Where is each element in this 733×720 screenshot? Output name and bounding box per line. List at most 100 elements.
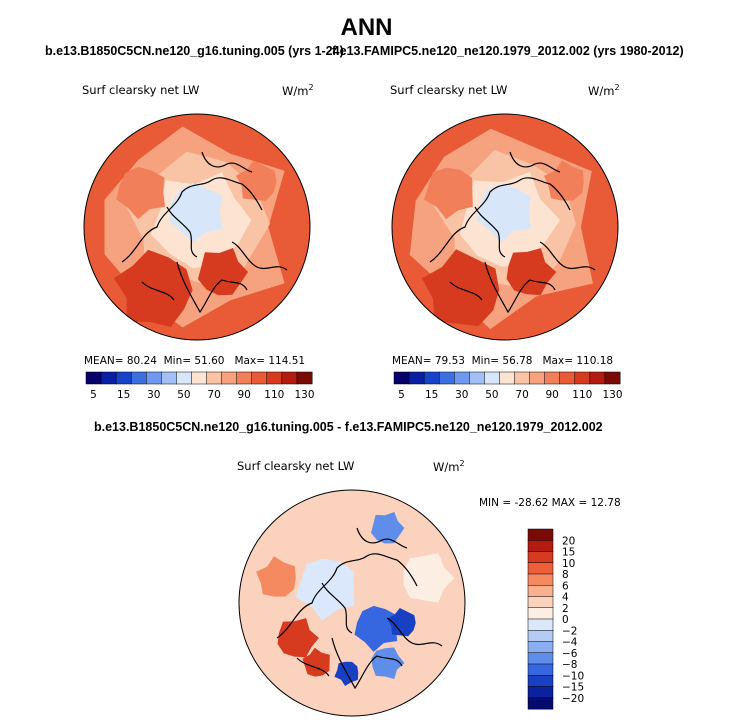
colorbar-swatch (100, 371, 117, 385)
map-contour-region (506, 248, 557, 296)
coastline (429, 177, 571, 263)
coastline (296, 657, 330, 677)
colorbar-tick-label: 130 (602, 389, 622, 401)
plot1-units-label: W/m2 (282, 83, 314, 98)
colorbar-tick-label: 50 (177, 389, 190, 401)
colorbar-tick-label: 90 (546, 389, 559, 401)
colorbar-tick-label: 15 (425, 389, 438, 401)
colorbar-tick-label: −2 (562, 625, 577, 637)
colorbar-swatch (527, 540, 554, 552)
colorbar-swatch (469, 371, 485, 385)
colorbar-swatch (527, 675, 554, 687)
colorbar-swatch (514, 371, 531, 385)
colorbar-tick-label: 5 (90, 389, 97, 401)
plot3-variable-label: Surf clearsky net LW (237, 459, 355, 473)
map-contour-region (424, 167, 473, 220)
colorbar-tick-label: 8 (562, 569, 569, 581)
coastline (356, 527, 408, 549)
map-contour-region (295, 558, 355, 621)
colorbar-swatch (527, 641, 554, 654)
colorbar-tick-label: 110 (264, 389, 284, 401)
map-boundary (238, 489, 466, 717)
colorbar-tick-label: 15 (117, 389, 130, 401)
map-contour-region (421, 249, 500, 327)
coastline (121, 177, 263, 263)
colorbar-tick-label: 4 (562, 592, 569, 604)
colorbar-swatch (438, 371, 455, 385)
plot1-polar-map (83, 113, 311, 341)
map-contour-region (371, 647, 405, 679)
colorbar-tick-label: 30 (147, 389, 160, 401)
colorbar-swatch (236, 371, 253, 385)
colorbar-tick-label: −10 (562, 670, 584, 682)
coastline (509, 151, 561, 173)
colorbar-tick-label: 2 (562, 603, 569, 615)
colorbar-swatch (559, 371, 576, 385)
colorbar-swatch (484, 371, 500, 385)
colorbar-swatch (130, 371, 147, 385)
colorbar-swatch (527, 596, 554, 609)
map-contour-region (371, 512, 405, 544)
colorbar-tick-label: 110 (572, 389, 592, 401)
plot3-minmax: MIN = -28.62 MAX = 12.78 (479, 497, 621, 509)
plot2-units-label: W/m2 (588, 83, 620, 98)
colorbar-swatch (527, 562, 554, 575)
plot3-title: b.e13.B1850C5CN.ne120_g16.tuning.005 - f… (94, 420, 603, 434)
plot3-polar-map (238, 489, 466, 717)
map-contour-region (387, 608, 416, 637)
colorbar-swatch (454, 371, 470, 385)
plot2-stats: MEAN= 79.53 Min= 56.78 Max= 110.18 (392, 355, 614, 367)
colorbar-tick-label: 20 (562, 535, 575, 547)
map-contour-region (403, 553, 455, 603)
colorbar-swatch (206, 371, 223, 385)
colorbar-swatch (527, 585, 554, 597)
coastline (166, 206, 198, 258)
colorbar-swatch (191, 371, 207, 385)
colorbar-swatch (527, 551, 554, 564)
colorbar-tick-label: 10 (562, 558, 575, 570)
colorbar-swatch (527, 573, 554, 586)
colorbar-swatch (115, 371, 132, 385)
map-contour-region (334, 661, 359, 686)
colorbar-tick-label: −8 (562, 659, 577, 671)
map-contour-region (544, 160, 584, 201)
plot2-title: f.e13.FAMIPC5.ne120_ne120.1979_2012.002 … (332, 44, 684, 58)
coastline (276, 553, 418, 639)
coastline (321, 582, 353, 634)
map-contour-region (116, 166, 166, 220)
colorbar-swatch (85, 371, 102, 385)
coastline (231, 241, 288, 271)
figure-title: ANN (340, 14, 393, 41)
colorbar-tick-label: 70 (207, 389, 220, 401)
colorbar-swatch (146, 371, 162, 385)
coastline (176, 261, 248, 314)
colorbar-tick-label: 15 (562, 547, 575, 559)
coastline (539, 241, 596, 271)
coastline (331, 637, 403, 690)
plot2-polar-map (391, 113, 619, 341)
coastline (449, 281, 483, 301)
colorbar-swatch (408, 371, 425, 385)
colorbar-swatch (266, 371, 283, 385)
colorbar-tick-label: 90 (238, 389, 251, 401)
map-contour-region (256, 556, 296, 597)
colorbar-swatch (527, 686, 554, 699)
plot1-variable-label: Surf clearsky net LW (82, 83, 200, 97)
plot3-units-label: W/m2 (433, 459, 465, 474)
colorbar-tick-label: 130 (294, 389, 314, 401)
colorbar-swatch (527, 528, 554, 541)
map-boundary (391, 113, 619, 341)
colorbar-tick-label: 6 (562, 580, 569, 592)
colorbar-tick-label: −4 (562, 637, 578, 649)
coastline (474, 206, 506, 258)
colorbar-swatch (527, 618, 554, 631)
plot1-colorbar: 5 15 30 50 70 90 110 130 (85, 371, 314, 401)
colorbar-tick-label: −6 (562, 648, 578, 660)
colorbar-tick-label: −20 (562, 693, 584, 705)
plot1-title: b.e13.B1850C5CN.ne120_g16.tuning.005 (yr… (45, 44, 344, 58)
colorbar-tick-label: 70 (515, 389, 528, 401)
colorbar-swatch (527, 663, 554, 676)
colorbar-swatch (423, 371, 440, 385)
colorbar-swatch (544, 371, 561, 385)
map-contour-region (302, 647, 330, 677)
